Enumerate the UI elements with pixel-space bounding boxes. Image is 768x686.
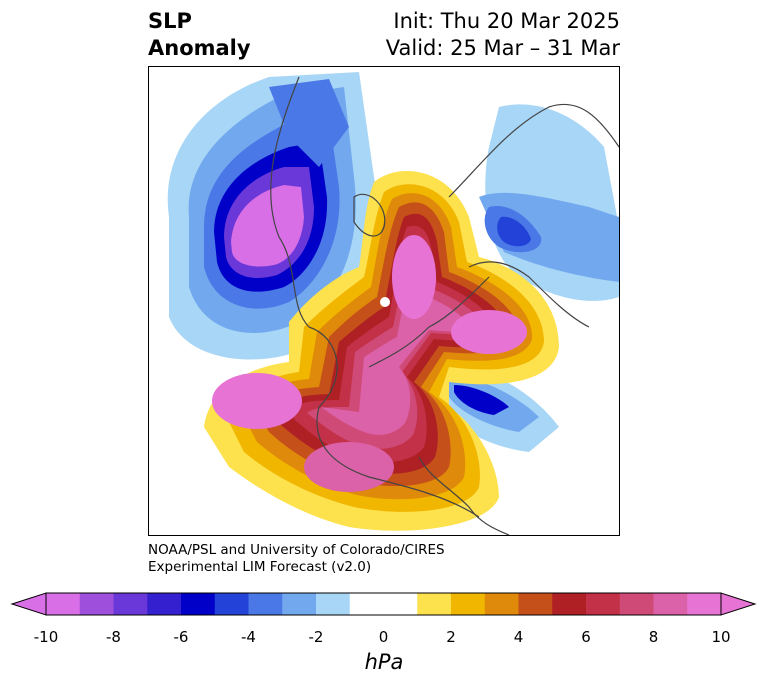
colorbar-cell — [552, 593, 587, 615]
colorbar-tick-label: -8 — [106, 628, 121, 646]
title: SLP Anomaly — [148, 8, 251, 62]
colorbar-over-arrow — [720, 592, 757, 616]
colorbar-cell — [316, 593, 351, 615]
colorbar-tick-label: 8 — [648, 628, 659, 646]
map-panel — [148, 66, 620, 536]
colorbar-cells — [46, 593, 722, 615]
positive-anomaly — [204, 171, 559, 531]
init-date: Init: Thu 20 Mar 2025 — [393, 9, 620, 33]
colorbar-cell — [79, 593, 114, 615]
coastlines — [270, 76, 619, 535]
colorbar-cell — [181, 593, 216, 615]
colorbar-cell — [113, 593, 148, 615]
colorbar-unit-label: hPa — [364, 650, 404, 674]
colorbar-tick-label: -10 — [33, 628, 59, 646]
colorbar-cell — [282, 593, 317, 615]
colorbar-tick-label: 0 — [378, 628, 389, 646]
colorbar-tick-label: 6 — [581, 628, 591, 646]
colorbar-cell — [687, 593, 722, 615]
colorbar-cell — [518, 593, 553, 615]
colorbar-outline — [45, 592, 722, 616]
colorbar-tick-label: 10 — [711, 628, 731, 646]
title-line1: SLP — [148, 9, 192, 33]
title-line2: Anomaly — [148, 36, 251, 60]
colorbar-cell — [417, 593, 452, 615]
colorbar-cell — [586, 593, 621, 615]
colorbar-cell — [248, 593, 283, 615]
north-pole-marker — [380, 297, 390, 307]
colorbar-cell — [653, 593, 688, 615]
colorbar-cell — [484, 593, 519, 615]
colorbar-cell — [147, 593, 182, 615]
colorbar-tick-label: 2 — [446, 628, 456, 646]
colorbar-cell — [619, 593, 654, 615]
colorbar — [10, 592, 757, 616]
colorbar-tick-label: -6 — [173, 628, 189, 646]
date-block: Init: Thu 20 Mar 2025 Valid: 25 Mar – 31… — [386, 8, 620, 62]
credit-text: NOAA/PSL and University of Colorado/CIRE… — [148, 542, 445, 576]
colorbar-under-arrow — [10, 592, 47, 616]
negative-anomaly-east — [434, 104, 619, 452]
colorbar-cell — [383, 593, 418, 615]
colorbar-tick-label: -4 — [241, 628, 256, 646]
colorbar-tick-label: -2 — [308, 628, 324, 646]
colorbar-cell — [349, 593, 384, 615]
colorbar-cell — [214, 593, 249, 615]
colorbar-cell — [451, 593, 486, 615]
credit-line1: NOAA/PSL and University of Colorado/CIRE… — [148, 542, 445, 558]
credit-line2: Experimental LIM Forecast (v2.0) — [148, 559, 372, 575]
valid-range: Valid: 25 Mar – 31 Mar — [385, 36, 620, 60]
colorbar-cell — [46, 593, 81, 615]
colorbar-tick-label: 4 — [513, 628, 524, 646]
slp-anomaly-map — [167, 72, 619, 535]
